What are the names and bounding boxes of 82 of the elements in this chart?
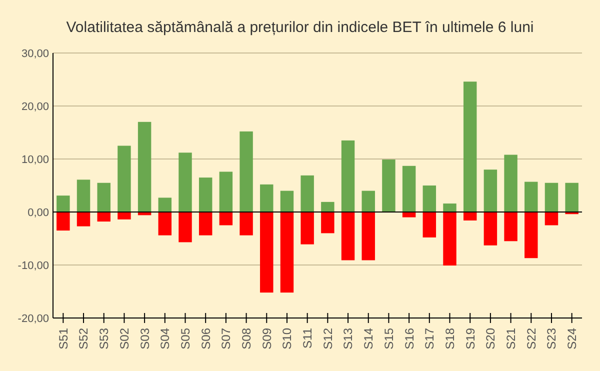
x-tick-label: S09 — [260, 328, 274, 350]
bar — [463, 212, 477, 220]
bar — [198, 178, 212, 212]
x-tick-label: S02 — [117, 328, 132, 350]
bar — [56, 196, 70, 212]
bar — [382, 160, 396, 212]
x-tick-label: S24 — [565, 328, 580, 350]
bar — [544, 212, 558, 226]
bar — [484, 212, 498, 246]
x-tick-label: S23 — [544, 328, 559, 350]
x-tick-label: S13 — [341, 328, 356, 350]
x-tick-label: S21 — [504, 328, 518, 350]
x-tick-label: S19 — [463, 328, 478, 350]
bar — [260, 212, 274, 293]
bar — [422, 212, 436, 238]
bar — [97, 212, 110, 222]
bar — [402, 166, 416, 212]
bar — [280, 190, 294, 212]
bar — [260, 184, 274, 212]
y-tick-label: 0,00 — [28, 206, 49, 219]
x-tick-label: S12 — [320, 328, 335, 350]
x-tick-label: S20 — [484, 328, 498, 350]
bar — [422, 186, 436, 212]
bar — [219, 172, 233, 212]
x-tick-label: S18 — [442, 328, 457, 350]
bar — [443, 204, 456, 212]
bar — [524, 182, 538, 212]
x-tick-label: S03 — [138, 328, 152, 350]
bar — [240, 131, 253, 212]
y-tick-label: 20,00 — [21, 100, 49, 113]
x-tick-label: S11 — [300, 328, 315, 348]
bar — [321, 212, 334, 234]
x-tick-label: S51 — [56, 328, 70, 350]
bar — [341, 212, 355, 260]
bar — [504, 212, 518, 242]
y-tick-label: -10,00 — [18, 260, 49, 272]
bar — [524, 212, 538, 258]
y-tick-label: 30,00 — [21, 48, 49, 60]
x-tick-label: S07 — [219, 328, 234, 350]
bar — [158, 198, 172, 212]
x-tick-label: S17 — [422, 328, 437, 350]
bar — [97, 182, 110, 212]
x-tick-label: S06 — [198, 328, 213, 350]
x-tick-label: S04 — [158, 328, 172, 350]
bar — [219, 212, 233, 226]
bar — [158, 212, 172, 236]
bar — [280, 212, 294, 293]
x-tick-label: S15 — [382, 328, 396, 350]
bar — [341, 140, 355, 212]
bar — [300, 175, 314, 212]
y-tick-label: 10,00 — [21, 154, 49, 166]
bar — [178, 212, 192, 242]
bar — [362, 190, 375, 212]
bar — [178, 152, 192, 212]
bar — [565, 182, 578, 212]
bar — [504, 154, 518, 212]
bar — [321, 202, 334, 212]
bar — [76, 212, 90, 226]
chart-title: Volatilitatea săptămânală a prețurilor din indicele BET în ultimele 6 luni — [66, 19, 534, 36]
x-tick-label: S08 — [239, 328, 254, 350]
x-tick-label: S52 — [76, 328, 91, 350]
x-tick-label: S10 — [280, 328, 294, 350]
bar — [118, 212, 131, 220]
bar — [484, 170, 498, 212]
bar — [56, 212, 70, 231]
x-tick-label: S22 — [524, 328, 538, 350]
x-tick-label: S16 — [402, 328, 416, 350]
x-tick-label: S53 — [97, 328, 112, 350]
bar — [138, 122, 152, 212]
bar — [76, 180, 90, 212]
bar — [402, 212, 416, 218]
x-tick-label: S14 — [362, 328, 376, 350]
bar — [362, 212, 375, 260]
y-tick-label: -20,00 — [18, 312, 49, 325]
bar — [118, 146, 131, 212]
bar — [463, 82, 477, 212]
x-tick-label: S05 — [178, 328, 192, 350]
bar — [300, 212, 314, 244]
bar — [544, 182, 558, 212]
bar — [443, 212, 456, 266]
bar — [240, 212, 253, 236]
bar — [198, 212, 212, 236]
